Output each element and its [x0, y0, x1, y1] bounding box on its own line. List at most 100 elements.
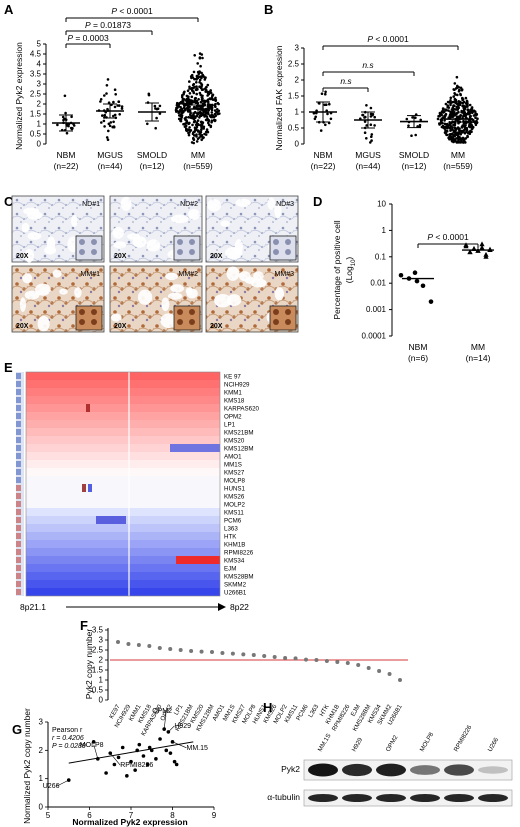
panel-e-axis: 8p21.1 8p22	[20, 602, 249, 612]
data-point	[147, 644, 152, 648]
data-point	[457, 86, 461, 89]
tile-magnification: 20X	[16, 323, 29, 330]
data-point	[209, 114, 213, 117]
heatmap-row-label: LP1	[224, 421, 236, 428]
fat-vacuole	[170, 284, 185, 293]
data-point	[470, 108, 474, 111]
sample-marker	[16, 549, 21, 555]
data-point	[476, 117, 479, 120]
lane-label: MOLP8	[419, 731, 436, 753]
inset-cell	[79, 319, 85, 325]
data-point	[185, 99, 188, 102]
data-point	[458, 141, 462, 144]
y-tick-label: 0.5	[92, 686, 104, 695]
data-point	[133, 768, 137, 772]
data-point	[324, 90, 327, 94]
y-tick-label: 4	[37, 60, 42, 69]
data-point	[318, 102, 321, 105]
data-point	[203, 132, 206, 136]
sample-marker	[16, 437, 21, 443]
inset-cell	[79, 309, 85, 315]
data-point	[104, 771, 108, 775]
panel-a-bracket-nbm-mgus	[65, 43, 111, 48]
fat-vacuole	[113, 241, 127, 249]
data-point	[200, 120, 203, 124]
data-point	[452, 134, 455, 137]
panel-h-row-pyk2: Pyk2	[281, 764, 300, 774]
y-tick-label: 0.001	[366, 305, 387, 314]
data-point	[198, 78, 202, 82]
data-point	[193, 130, 196, 133]
data-point	[198, 114, 202, 118]
data-point	[200, 124, 203, 128]
data-point	[214, 96, 217, 100]
heatmap-row	[26, 556, 220, 564]
data-point	[217, 109, 221, 113]
data-point	[208, 97, 212, 100]
panel-f-categories: KE97NCIH929KMM1KMS18KARPAS620OPM2LP1KMS2…	[108, 703, 404, 738]
y-tick-label: 2	[37, 100, 42, 109]
data-point	[210, 111, 214, 114]
data-point	[184, 124, 188, 128]
data-point	[216, 112, 219, 116]
y-tick-label: 3	[39, 718, 44, 727]
inset-cell	[273, 309, 279, 315]
data-point	[64, 111, 67, 115]
tile-magnification: 20X	[16, 253, 29, 260]
heatmap-row	[26, 564, 220, 572]
panel-h-blots	[303, 759, 513, 807]
panel-d-label: D	[313, 194, 322, 209]
heatmap-row	[26, 476, 220, 484]
category-label: NBM	[57, 150, 76, 160]
data-point	[176, 106, 179, 109]
data-point	[175, 101, 179, 105]
data-point	[206, 83, 210, 87]
data-point	[462, 109, 466, 112]
heatmap-row-label: KMS34	[224, 557, 245, 564]
sample-marker	[16, 405, 21, 411]
panel-d: D Percentage of positive cell (Log10) 10…	[313, 194, 494, 363]
y-tick-label: 2.5	[288, 60, 300, 69]
sample-marker	[16, 381, 21, 387]
fat-vacuole	[110, 313, 122, 322]
inset-cell	[91, 309, 97, 315]
panel-b-dots	[309, 75, 479, 144]
lane-label: H929	[351, 736, 365, 753]
data-point	[117, 100, 120, 103]
panel-b-label: B	[264, 2, 273, 17]
panel-g-plot: U266 MOLP8 RPMI8226 OPM2 H929 MM.15	[43, 708, 208, 790]
inset-cell	[285, 319, 291, 325]
panel-c-label: C	[4, 194, 14, 209]
data-point	[103, 125, 106, 128]
data-point	[363, 131, 367, 134]
category-label: MM	[451, 150, 465, 160]
panel-b-categories: NBM(n=22) MGUS(n=44) SMOLD(n=12) MM(n=559)	[311, 150, 473, 171]
data-point	[187, 131, 190, 135]
data-point	[63, 117, 66, 121]
fat-vacuole	[146, 239, 161, 252]
data-point	[195, 99, 199, 103]
inset-cell	[177, 309, 183, 315]
data-point	[455, 105, 459, 109]
data-point	[443, 131, 447, 134]
data-point	[197, 98, 200, 101]
data-point	[203, 76, 207, 80]
heatmap-row-label: MM1S	[224, 461, 242, 468]
data-point	[187, 99, 191, 103]
data-point	[116, 755, 121, 760]
panel-c: C ND#120XND#220XND#320XMM#120XMM#220XMM#…	[4, 194, 299, 333]
heatmap-row-label: KMS21BM	[224, 429, 254, 436]
sample-marker	[16, 485, 21, 491]
panel-e-arrow-head	[218, 603, 226, 611]
panel-a-categories: NBM(n=22) MGUS(n=44) SMOLD(n=12) MM(n=559)	[54, 150, 213, 171]
panel-d-ylabel: Percentage of positive cell	[332, 220, 342, 319]
data-point	[369, 141, 372, 144]
panel-g-ylabel: Normalized Pyk2 copy number	[22, 708, 32, 824]
data-point	[206, 98, 209, 102]
data-point	[441, 121, 444, 125]
tile-magnification: 20X	[210, 253, 223, 260]
sample-marker	[16, 517, 21, 523]
data-point	[205, 88, 208, 92]
heatmap-row-label: KMS20	[224, 437, 245, 444]
category-points	[97, 78, 124, 141]
